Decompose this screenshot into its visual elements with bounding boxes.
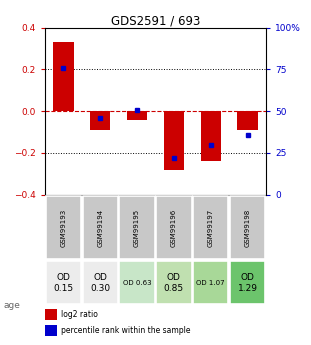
Text: log2 ratio: log2 ratio (61, 310, 97, 319)
Bar (156, 262, 192, 304)
Bar (237, 111, 258, 130)
Text: OD
0.15: OD 0.15 (53, 273, 74, 293)
Bar (83, 262, 118, 304)
Bar (201, 111, 221, 161)
Text: percentile rank within the sample: percentile rank within the sample (61, 326, 190, 335)
Bar (119, 262, 155, 304)
Bar (193, 262, 228, 304)
Bar (90, 111, 110, 130)
Bar (127, 111, 147, 120)
Bar (45, 308, 57, 320)
Text: OD
0.30: OD 0.30 (90, 273, 110, 293)
Text: GSM99194: GSM99194 (97, 209, 103, 247)
Title: GDS2591 / 693: GDS2591 / 693 (111, 14, 200, 28)
Bar (119, 196, 155, 259)
Text: GSM99198: GSM99198 (244, 208, 250, 247)
Text: GSM99193: GSM99193 (61, 208, 67, 247)
Bar (230, 262, 265, 304)
Bar (53, 42, 74, 111)
Bar (46, 196, 81, 259)
Bar (83, 196, 118, 259)
Text: OD
0.85: OD 0.85 (164, 273, 184, 293)
Text: OD 0.63: OD 0.63 (123, 280, 151, 286)
Text: GSM99197: GSM99197 (208, 208, 214, 247)
Bar (45, 325, 57, 336)
Bar (46, 262, 81, 304)
Bar (230, 196, 265, 259)
Bar (193, 196, 228, 259)
Bar (156, 196, 192, 259)
Text: GSM99196: GSM99196 (171, 208, 177, 247)
Text: OD
1.29: OD 1.29 (238, 273, 258, 293)
Text: GSM99195: GSM99195 (134, 209, 140, 247)
Bar (164, 111, 184, 170)
Text: age: age (3, 301, 20, 310)
Text: OD 1.07: OD 1.07 (196, 280, 225, 286)
